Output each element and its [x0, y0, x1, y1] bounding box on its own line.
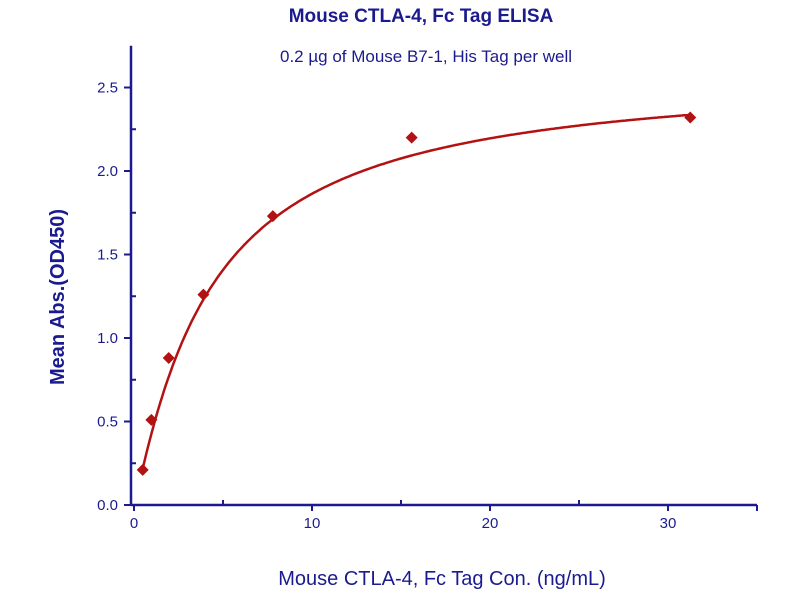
chart-title: Mouse CTLA-4, Fc Tag ELISA — [289, 6, 554, 27]
data-point — [145, 413, 158, 426]
data-point — [162, 352, 175, 365]
x-axis-label: Mouse CTLA-4, Fc Tag Con. (ng/mL) — [278, 568, 606, 590]
y-tick-label: 1.5 — [97, 247, 118, 264]
y-tick-label: 1.0 — [97, 330, 118, 347]
data-point — [684, 111, 697, 124]
x-tick-label: 0 — [130, 515, 138, 532]
y-tick-label: 2.5 — [97, 80, 118, 97]
y-tick-label: 2.0 — [97, 163, 118, 180]
data-point — [197, 288, 210, 301]
x-tick-label: 30 — [660, 515, 677, 532]
x-tick-label: 20 — [482, 515, 499, 532]
data-point — [136, 463, 149, 476]
x-tick-label: 10 — [304, 515, 321, 532]
data-point — [266, 210, 279, 223]
chart-subtitle: 0.2 µg of Mouse B7-1, His Tag per well — [280, 47, 572, 66]
y-tick-label: 0.5 — [97, 414, 118, 431]
y-tick-label: 0.0 — [97, 497, 118, 514]
data-point — [405, 131, 418, 144]
y-axis-label: Mean Abs.(OD450) — [47, 209, 69, 385]
fit-curve — [141, 113, 690, 469]
